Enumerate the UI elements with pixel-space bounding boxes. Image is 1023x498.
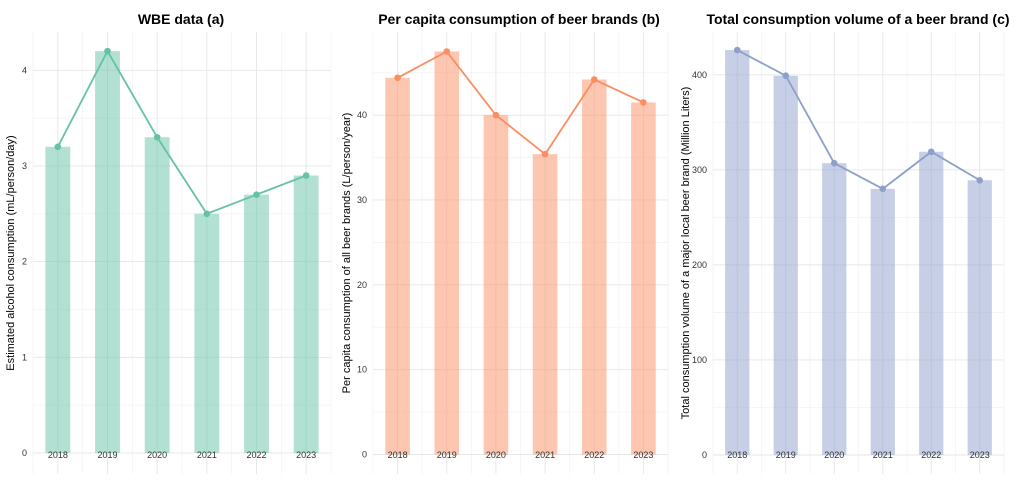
y-tick-label: 100 bbox=[692, 355, 707, 365]
point-2023 bbox=[976, 176, 984, 184]
point-2019 bbox=[782, 72, 790, 80]
x-tick-label: 2019 bbox=[97, 450, 117, 460]
bar-2021 bbox=[194, 213, 220, 453]
y-tick-label: 40 bbox=[357, 110, 367, 120]
y-axis-title: Estimated alcohol consumption (mL/person… bbox=[5, 135, 17, 370]
x-tick-label: 2020 bbox=[147, 450, 167, 460]
x-tick-label: 2022 bbox=[246, 450, 266, 460]
x-tick-label: 2020 bbox=[486, 450, 506, 460]
gridlines bbox=[712, 32, 1005, 474]
x-tick-label: 2022 bbox=[921, 450, 941, 460]
point-2021 bbox=[879, 185, 887, 193]
x-tick-label: 2022 bbox=[584, 450, 604, 460]
bar-2021 bbox=[532, 154, 558, 455]
bar-2022 bbox=[244, 194, 269, 453]
bar-2020 bbox=[144, 137, 170, 453]
bar-2019 bbox=[95, 51, 120, 453]
point-2020 bbox=[830, 159, 838, 167]
bar-2018 bbox=[45, 146, 71, 453]
series-line bbox=[57, 49, 307, 215]
bar-2022 bbox=[919, 151, 944, 455]
y-tick-label: 10 bbox=[357, 365, 367, 375]
x-tick-label: 2019 bbox=[437, 450, 457, 460]
y-tick-label: 4 bbox=[22, 65, 27, 75]
bar-2020 bbox=[822, 163, 847, 455]
bar-2023 bbox=[293, 175, 319, 453]
x-tick-label: 2021 bbox=[873, 450, 893, 460]
y-tick-label: 1 bbox=[22, 352, 27, 362]
panel-title: Total consumption volume of a beer brand… bbox=[706, 11, 1009, 27]
y-tick-label: 0 bbox=[702, 450, 707, 460]
x-tick-label: 2018 bbox=[388, 450, 408, 460]
series-line bbox=[397, 50, 644, 156]
panel-total-volume-beer: Total consumption volume of a beer brand… bbox=[680, 11, 1010, 474]
point-2018 bbox=[54, 143, 62, 151]
bar-2021 bbox=[870, 188, 895, 455]
bar-2018 bbox=[385, 77, 410, 455]
y-axis-title: Per capita consumption of all beer brand… bbox=[341, 113, 353, 394]
x-tick-label: 2020 bbox=[824, 450, 844, 460]
gridlines bbox=[372, 32, 669, 474]
x-tick-label: 2018 bbox=[727, 450, 747, 460]
y-tick-label: 400 bbox=[692, 70, 707, 80]
y-tick-label: 200 bbox=[692, 260, 707, 270]
bar-2019 bbox=[434, 51, 460, 455]
point-2018 bbox=[733, 46, 741, 54]
x-tick-label: 2018 bbox=[48, 450, 68, 460]
point-2021 bbox=[203, 210, 211, 218]
point-2022 bbox=[927, 148, 935, 156]
point-2022 bbox=[253, 191, 260, 198]
point-2020 bbox=[153, 133, 161, 141]
series-line bbox=[736, 49, 981, 190]
x-tick-label: 2019 bbox=[776, 450, 796, 460]
x-tick-label: 2023 bbox=[970, 450, 990, 460]
x-tick-label: 2023 bbox=[633, 450, 653, 460]
gridlines bbox=[32, 32, 332, 474]
panel-per-capita-beer: Per capita consumption of beer brands (b… bbox=[341, 11, 669, 474]
x-tick-label: 2021 bbox=[197, 450, 217, 460]
y-tick-label: 30 bbox=[357, 195, 367, 205]
x-tick-label: 2023 bbox=[296, 450, 316, 460]
point-2023 bbox=[640, 99, 647, 106]
bar-2022 bbox=[581, 79, 607, 455]
point-2021 bbox=[541, 150, 549, 158]
point-2023 bbox=[302, 172, 310, 179]
y-tick-label: 0 bbox=[22, 448, 27, 458]
y-tick-label: 300 bbox=[692, 165, 707, 175]
panel-title: WBE data (a) bbox=[138, 11, 224, 27]
y-axis-title: Total consumption volume of a major loca… bbox=[680, 87, 692, 420]
y-tick-label: 2 bbox=[22, 257, 27, 267]
y-tick-label: 20 bbox=[357, 280, 367, 290]
bar-2023 bbox=[631, 102, 656, 455]
bar-2023 bbox=[967, 180, 992, 455]
y-tick-label: 3 bbox=[22, 161, 27, 171]
bar-2018 bbox=[725, 50, 750, 455]
bar-2019 bbox=[773, 75, 798, 455]
point-2022 bbox=[590, 76, 598, 83]
y-tick-label: 0 bbox=[362, 449, 367, 459]
point-2018 bbox=[394, 74, 401, 82]
point-2019 bbox=[443, 48, 451, 55]
point-2020 bbox=[492, 111, 500, 119]
panel-title: Per capita consumption of beer brands (b… bbox=[378, 11, 660, 27]
x-tick-label: 2021 bbox=[535, 450, 555, 460]
panel-wbe-data: WBE data (a) Estimated alcohol consumpti… bbox=[5, 11, 332, 474]
bar-2020 bbox=[483, 115, 509, 455]
point-2019 bbox=[104, 47, 111, 55]
